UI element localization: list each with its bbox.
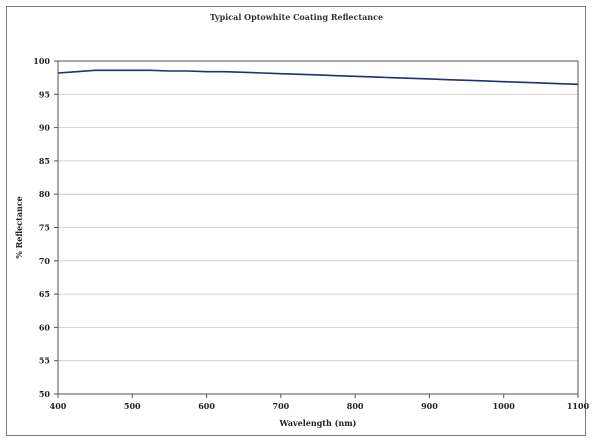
y-tick-label: 80	[39, 189, 51, 199]
x-tick-label: 900	[421, 401, 438, 411]
x-tick-label: 800	[347, 401, 364, 411]
y-axis-ticks: 50 55 60 65 70 75 80 85 90 95 100	[33, 56, 58, 399]
x-tick-label: 500	[124, 401, 141, 411]
y-tick-label: 100	[33, 56, 50, 66]
x-tick-label: 1100	[567, 401, 590, 411]
y-tick-label: 50	[39, 389, 51, 399]
y-tick-label: 70	[39, 256, 51, 266]
x-tick-label: 1000	[493, 401, 516, 411]
x-tick-label: 600	[198, 401, 215, 411]
y-tick-label: 85	[39, 156, 50, 166]
y-tick-label: 90	[39, 123, 51, 133]
y-tick-label: 75	[39, 223, 50, 233]
x-axis-ticks: 400 500 600 700 800 900 1000 1100	[50, 394, 590, 411]
y-tick-label: 65	[39, 289, 50, 299]
chart-title: Typical Optowhite Coating Reflectance	[209, 12, 384, 22]
x-tick-label: 400	[50, 401, 67, 411]
y-tick-label: 55	[39, 356, 50, 366]
grid-lines	[58, 60, 578, 395]
y-axis-title: % Reflectance	[14, 196, 24, 259]
chart-frame	[6, 6, 586, 436]
y-tick-label: 60	[39, 322, 51, 332]
x-tick-label: 700	[273, 401, 290, 411]
x-axis-title: Wavelength (nm)	[279, 418, 357, 428]
reflectance-series-line	[57, 69, 579, 86]
y-tick-label: 95	[39, 89, 50, 99]
